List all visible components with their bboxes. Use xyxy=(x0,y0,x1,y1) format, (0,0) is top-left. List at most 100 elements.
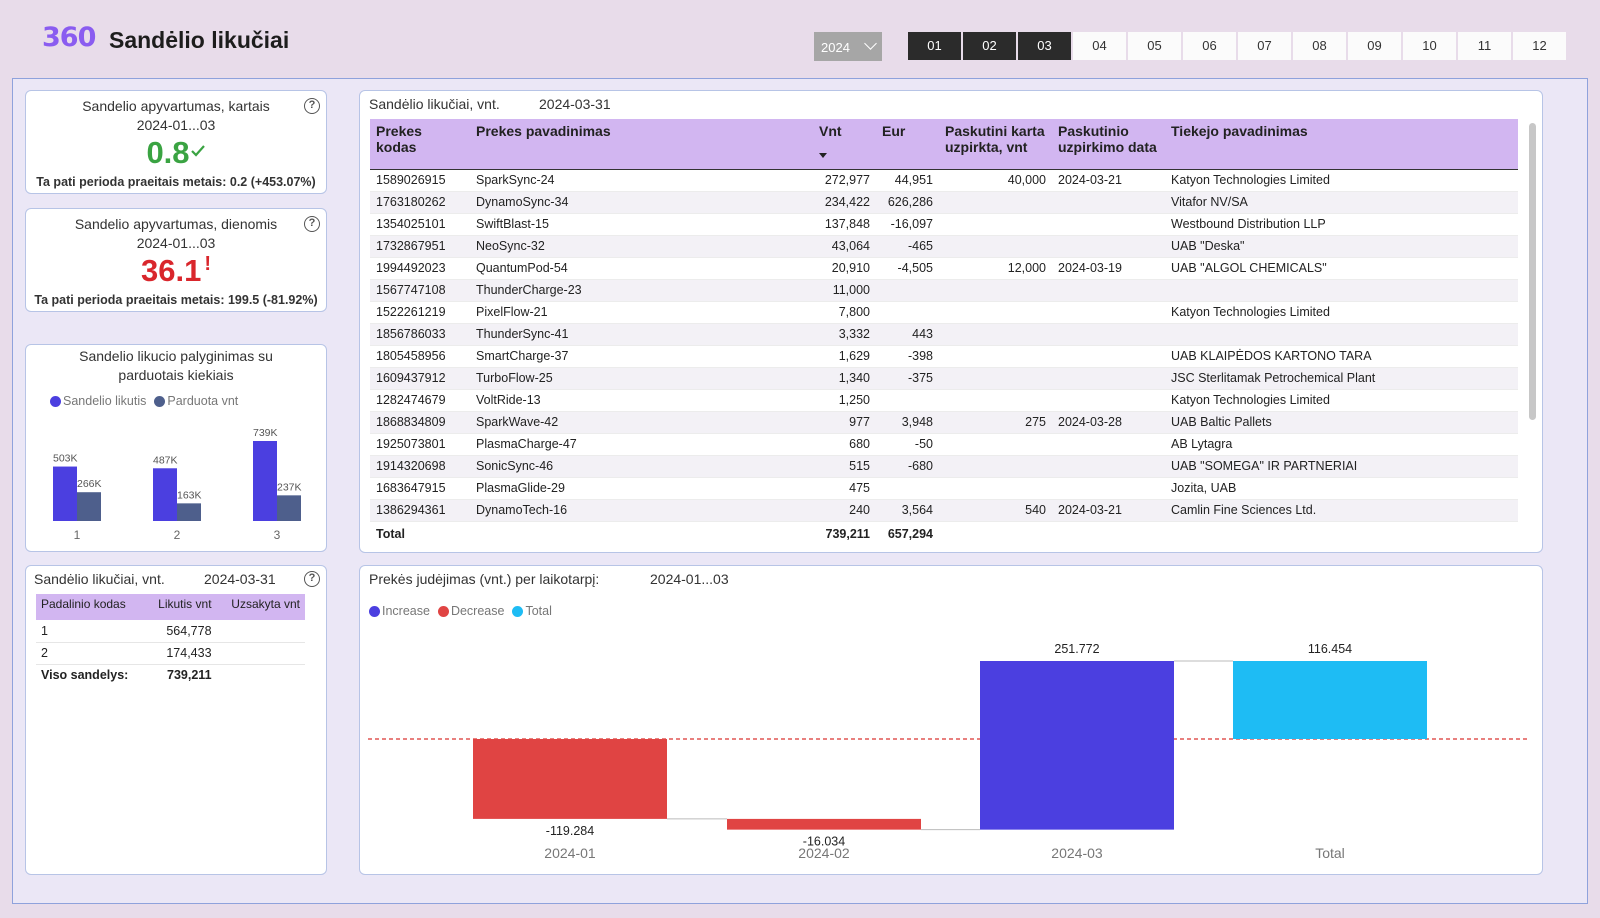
month-button-06[interactable]: 06 xyxy=(1183,32,1236,60)
waterfall-bar-2024-03[interactable] xyxy=(980,661,1174,830)
cell-name: SonicSync-46 xyxy=(470,455,813,478)
table-row[interactable]: 1994492023 QuantumPod-54 20,910 -4,505 12,00… xyxy=(370,257,1518,280)
cell-code: 1609437912 xyxy=(370,367,470,390)
bar-parduota-vnt-2[interactable] xyxy=(177,503,201,521)
col-header-name[interactable]: Prekes pavadinimas xyxy=(470,119,813,170)
cell-code: 1914320698 xyxy=(370,455,470,478)
cell-last-qty xyxy=(939,433,1052,456)
table-row[interactable]: 1805458956 SmartCharge-37 1,629 -398 UAB KLA… xyxy=(370,345,1518,368)
x-tick-label: 1 xyxy=(74,528,81,542)
table-row[interactable]: 1914320698 SonicSync-46 515 -680 UAB "SOMEGA… xyxy=(370,455,1518,478)
legend-item[interactable]: Decrease xyxy=(437,604,505,618)
data-label: 116.454 xyxy=(1308,642,1352,656)
col-header-1[interactable]: Likutis vnt xyxy=(145,594,217,620)
waterfall-bar-2024-01[interactable] xyxy=(473,739,667,819)
table-row[interactable]: 1567747108 ThunderCharge-23 11,000 xyxy=(370,279,1518,302)
bar-parduota-vnt-3[interactable] xyxy=(277,495,301,521)
cell-code: 1 xyxy=(36,620,146,643)
month-button-12[interactable]: 12 xyxy=(1513,32,1566,60)
year-dropdown[interactable]: 2024 xyxy=(814,32,882,61)
year-value: 2024 xyxy=(821,40,850,55)
help-icon[interactable]: ? xyxy=(304,571,320,587)
month-button-03[interactable]: 03 xyxy=(1018,32,1071,60)
col-header-qty[interactable]: Vnt xyxy=(813,119,876,170)
table-row[interactable]: 1386294361 DynamoTech-16 240 3,564 540 2024-0… xyxy=(370,499,1518,522)
kpi-value-wrap: 36.1! xyxy=(26,253,326,289)
col-header-supplier[interactable]: Tiekejo pavadinimas xyxy=(1165,119,1518,170)
waterfall-bar-total[interactable] xyxy=(1233,661,1427,739)
table-row[interactable]: 1763180262 DynamoSync-34 234,422 626,286 Vit… xyxy=(370,191,1518,214)
table-row[interactable]: 1925073801 PlasmaCharge-47 680 -50 AB Lytagr… xyxy=(370,433,1518,456)
cell-eur: -465 xyxy=(876,235,939,258)
table-row[interactable]: 1609437912 TurboFlow-25 1,340 -375 JSC Sterl… xyxy=(370,367,1518,390)
table-row[interactable]: 1589026915 SparkSync-24 272,977 44,951 40,00… xyxy=(370,169,1518,192)
cell-qty: 20,910 xyxy=(813,257,876,280)
legend-item[interactable]: Increase xyxy=(369,604,430,618)
bar-sandelio-likutis-3[interactable] xyxy=(253,441,277,521)
legend-item[interactable]: Total xyxy=(512,604,552,618)
table-row[interactable]: 1856786033 ThunderSync-41 3,332 443 xyxy=(370,323,1518,346)
month-button-10[interactable]: 10 xyxy=(1403,32,1456,60)
cell-eur xyxy=(876,477,939,500)
cell-code: 1386294361 xyxy=(370,499,470,522)
month-button-11[interactable]: 11 xyxy=(1458,32,1511,60)
cell-qty: 475 xyxy=(813,477,876,500)
cell-code: 1868834809 xyxy=(370,411,470,434)
table-row[interactable]: 1282474679 VoltRide-13 1,250 Katyon Technol… xyxy=(370,389,1518,412)
col-header-2[interactable]: Uzsakyta vnt xyxy=(216,594,305,620)
col-header-last-qty[interactable]: Paskutini karta uzpirkta, vnt xyxy=(939,119,1052,170)
col-header-0[interactable]: Padalinio kodas xyxy=(36,594,146,620)
cell-last-qty xyxy=(939,389,1052,412)
cell-last-qty xyxy=(939,455,1052,478)
cell-eur: -50 xyxy=(876,433,939,456)
col-header-last-date[interactable]: Paskutinio uzpirkimo data xyxy=(1052,119,1165,170)
cell-supplier: Jozita, UAB xyxy=(1165,477,1518,500)
col-header-eur[interactable]: Eur xyxy=(876,119,939,170)
cell-name: SmartCharge-37 xyxy=(470,345,813,368)
legend-item[interactable]: Sandelio likutis xyxy=(50,394,146,408)
vertical-scrollbar[interactable] xyxy=(1529,123,1536,420)
cell-last-date xyxy=(1052,477,1165,500)
exclamation-icon: ! xyxy=(204,253,211,275)
cell-last-qty: 275 xyxy=(939,411,1052,434)
cell-empty xyxy=(216,663,305,686)
comparison-bar-chart: 503K 266K 1 487K 163K 2 739K 237K 3 xyxy=(53,427,302,542)
table-row[interactable]: 2 174,433 xyxy=(36,642,305,665)
cell-supplier: UAB "Deska" xyxy=(1165,235,1518,258)
table-row[interactable]: 1354025101 SwiftBlast-15 137,848 -16,097 Wes… xyxy=(370,213,1518,236)
col-header-code[interactable]: Prekes kodas xyxy=(370,119,470,170)
legend-label: Decrease xyxy=(450,604,505,618)
cell-supplier: JSC Sterlitamak Petrochemical Plant xyxy=(1165,367,1518,390)
cell-supplier: Katyon Technologies Limited xyxy=(1165,389,1518,412)
month-button-07[interactable]: 07 xyxy=(1238,32,1291,60)
legend-label: Parduota vnt xyxy=(167,394,239,408)
card-date: 2024-03-31 xyxy=(204,571,276,587)
month-button-01[interactable]: 01 xyxy=(908,32,961,60)
bar-sandelio-likutis-2[interactable] xyxy=(153,468,177,521)
cell-empty xyxy=(1052,520,1165,547)
table-row[interactable]: 1683647915 PlasmaGlide-29 475 Jozita, UAB xyxy=(370,477,1518,500)
month-button-04[interactable]: 04 xyxy=(1073,32,1126,60)
waterfall-bar-2024-02[interactable] xyxy=(727,818,921,830)
card-date: 2024-03-31 xyxy=(539,96,611,112)
month-button-05[interactable]: 05 xyxy=(1128,32,1181,60)
table-row[interactable]: 1868834809 SparkWave-42 977 3,948 275 2024-03… xyxy=(370,411,1518,434)
cell-last-date xyxy=(1052,433,1165,456)
cell-last-date xyxy=(1052,367,1165,390)
cell-last-date xyxy=(1052,235,1165,258)
bar-sandelio-likutis-1[interactable] xyxy=(53,466,77,521)
month-button-09[interactable]: 09 xyxy=(1348,32,1401,60)
table-row[interactable]: 1 564,778 xyxy=(36,620,305,643)
month-button-08[interactable]: 08 xyxy=(1293,32,1346,60)
table-row[interactable]: 1522261219 PixelFlow-21 7,800 Katyon Techno… xyxy=(370,301,1518,324)
cell-name: PlasmaGlide-29 xyxy=(470,477,813,500)
bar-parduota-vnt-1[interactable] xyxy=(77,492,101,521)
cell-last-qty xyxy=(939,279,1052,302)
cell-eur: -398 xyxy=(876,345,939,368)
help-icon[interactable]: ? xyxy=(304,98,320,114)
help-icon[interactable]: ? xyxy=(304,216,320,232)
table-row[interactable]: 1732867951 NeoSync-32 43,064 -465 UAB "Deska… xyxy=(370,235,1518,258)
month-button-02[interactable]: 02 xyxy=(963,32,1016,60)
cell-eur xyxy=(876,301,939,324)
legend-item[interactable]: Parduota vnt xyxy=(154,394,238,408)
